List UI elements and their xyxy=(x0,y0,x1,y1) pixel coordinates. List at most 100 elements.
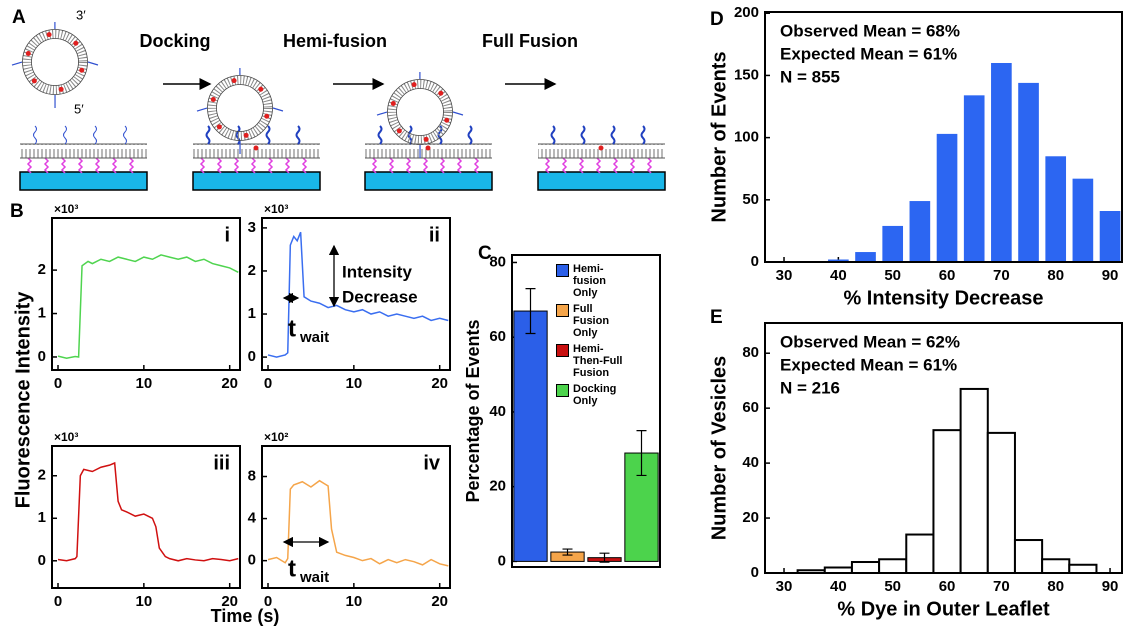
hist-bar xyxy=(986,431,1016,574)
legend-item: Hemi-fusion Only xyxy=(556,263,628,299)
y-axis-label: Number of Vesicles xyxy=(708,356,730,541)
dna xyxy=(235,125,241,145)
dna xyxy=(93,125,97,145)
annotation: Intensity xyxy=(342,262,412,281)
fusion-dot xyxy=(598,145,604,151)
plot-frame xyxy=(51,445,241,589)
step-label: Docking xyxy=(139,31,210,51)
x-tick-label: 40 xyxy=(830,267,847,284)
y-tick-label: 1 xyxy=(38,305,46,322)
tether xyxy=(267,157,274,174)
y-tick-label: 60 xyxy=(489,328,506,345)
tether xyxy=(128,157,135,174)
annotation: N = 216 xyxy=(780,378,840,397)
x-tick-label: 20 xyxy=(431,593,448,610)
bilayer xyxy=(20,144,147,158)
vesicle-edge xyxy=(387,79,453,145)
dna xyxy=(610,125,616,145)
vesicle xyxy=(22,29,88,95)
hist-bar xyxy=(991,62,1012,262)
x-tick-label: 10 xyxy=(346,593,363,610)
annotation: Expected Mean = 61% xyxy=(780,355,957,374)
vesicle-edge xyxy=(22,29,88,95)
y-axis-label: Fluorescence Intensity xyxy=(12,291,34,509)
tether xyxy=(43,157,50,174)
dye xyxy=(390,101,396,107)
tether xyxy=(473,157,480,174)
dna xyxy=(272,107,284,112)
legend-item: Hemi-Then-Full Fusion xyxy=(556,343,628,379)
tether xyxy=(60,157,67,174)
step-label: Hemi-fusion xyxy=(283,31,387,51)
vesicle xyxy=(387,79,453,145)
trace xyxy=(267,231,449,358)
y-tick-label: 0 xyxy=(248,348,256,365)
tether xyxy=(646,157,653,174)
hist-bar xyxy=(1018,82,1039,262)
bar xyxy=(513,310,548,562)
dna xyxy=(196,107,208,112)
x-tick-label: 90 xyxy=(1102,578,1119,595)
legend-label: Hemi-fusion Only xyxy=(573,263,606,299)
y-tick-label: 60 xyxy=(742,399,759,416)
legend-item: Full Fusion Only xyxy=(556,303,628,339)
y-tick-label: 50 xyxy=(742,191,759,208)
trace-label: iii xyxy=(213,452,230,474)
x-tick-label: 20 xyxy=(221,375,238,392)
y-tick-label: 1 xyxy=(38,509,46,526)
dna xyxy=(640,125,646,145)
y-axis-label: Number of Events xyxy=(708,51,730,222)
wait-symbol: t xyxy=(288,555,296,582)
bilayer xyxy=(193,144,320,158)
dye xyxy=(423,136,429,142)
dye xyxy=(79,67,85,73)
hist-bar xyxy=(1068,563,1098,574)
legend-label: Docking Only xyxy=(573,383,617,407)
x-tick-label: 20 xyxy=(431,375,448,392)
dye xyxy=(73,40,79,46)
plot-frame xyxy=(764,11,1123,263)
plot-frame xyxy=(51,217,241,371)
x-tick-label: 20 xyxy=(221,593,238,610)
panel-letter: E xyxy=(710,307,723,328)
trace xyxy=(57,461,239,562)
hist-bar xyxy=(878,558,908,574)
legend-item: Docking Only xyxy=(556,383,628,407)
tether xyxy=(250,157,257,174)
substrate xyxy=(19,171,148,191)
dye xyxy=(31,78,37,84)
hist-bar xyxy=(1045,156,1067,262)
x-tick-label: 70 xyxy=(993,267,1010,284)
plot-frame xyxy=(511,254,661,568)
dna xyxy=(550,125,556,145)
legend-swatch xyxy=(556,344,569,357)
tether xyxy=(422,157,429,174)
step-label: Full Fusion xyxy=(482,31,578,51)
vesicle-edge xyxy=(216,84,264,132)
x-tick-label: 0 xyxy=(54,593,62,610)
x-tick-label: 0 xyxy=(264,593,272,610)
panel-letter: A xyxy=(12,7,26,28)
dye xyxy=(264,113,270,119)
plot-frame xyxy=(261,217,451,371)
x-tick-label: 80 xyxy=(1047,578,1064,595)
y-tick-label: 0 xyxy=(498,552,506,569)
x-tick-label: 80 xyxy=(1047,267,1064,284)
trace-label: iv xyxy=(423,452,441,474)
x-axis-label: % Intensity Decrease xyxy=(843,287,1043,309)
error-bar xyxy=(636,430,647,477)
dna xyxy=(87,61,99,66)
tether xyxy=(233,157,240,174)
x-tick-label: 0 xyxy=(264,375,272,392)
annotation: Observed Mean = 68% xyxy=(780,21,960,40)
y-tick-label: 0 xyxy=(38,552,46,569)
dna xyxy=(467,125,473,145)
strand-end: 5′ xyxy=(74,101,84,116)
y-tick-label: 80 xyxy=(489,253,506,270)
vesicle-edge xyxy=(31,38,79,86)
trace-label: i xyxy=(224,224,230,246)
y-tick-label: 0 xyxy=(751,564,759,581)
legend-swatch xyxy=(556,264,569,277)
tether xyxy=(456,157,463,174)
dna xyxy=(11,61,23,66)
